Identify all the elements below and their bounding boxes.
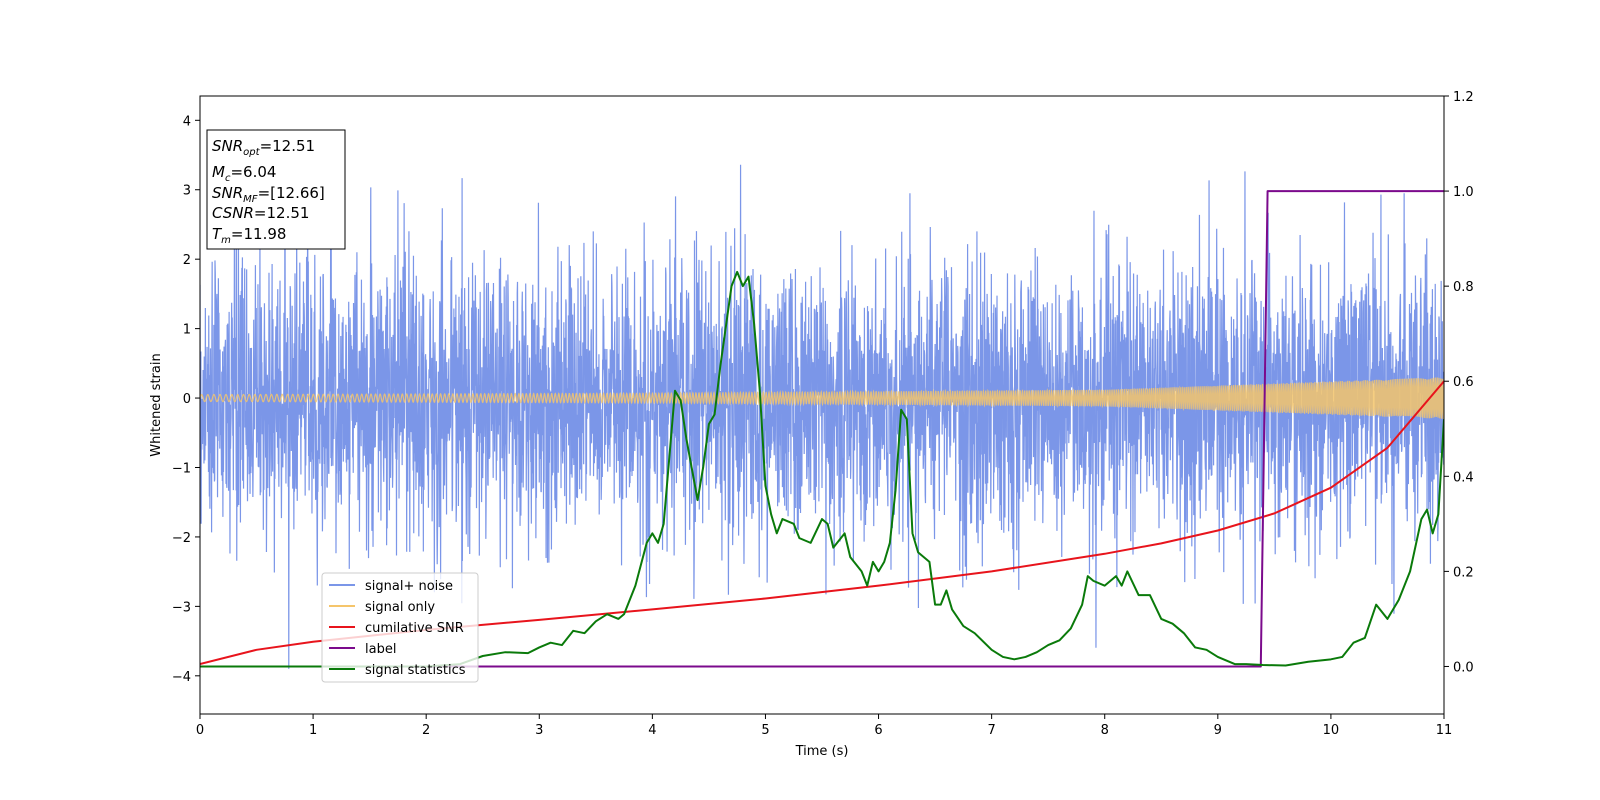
annotation-box: SNRopt=12.51 Mc=6.04 SNRMF=[12.66] CSNR=… (206, 129, 346, 250)
x-tick-label: 3 (535, 723, 543, 738)
y-axis-label: Whitened strain (149, 353, 164, 456)
annotation-snr-opt: SNRopt=12.51 (212, 137, 315, 158)
legend-label-signal-noise: signal+ noise (365, 579, 453, 594)
series-signal-noise (200, 151, 1444, 669)
series-label (200, 190, 1444, 668)
x-tick-label: 4 (648, 723, 656, 738)
x-tick-label: 10 (1323, 723, 1340, 738)
x-tick-label: 0 (196, 723, 204, 738)
x-tick-label: 11 (1436, 723, 1453, 738)
y-tick-label: −1 (172, 461, 191, 476)
y-tick-label: 4 (183, 114, 191, 129)
y-tick-label: −4 (172, 670, 191, 685)
y-tick-label: 1 (183, 323, 191, 338)
x-tick-label: 9 (1214, 723, 1222, 738)
x-tick-label: 5 (761, 723, 769, 738)
plot-frame (199, 95, 1445, 715)
y2-tick-label: 0.8 (1453, 280, 1474, 295)
annotation-csnr: CSNR=12.51 (212, 204, 309, 222)
y2-tick-label: 0.6 (1453, 375, 1474, 390)
y2-tick-label: 0.2 (1453, 565, 1474, 580)
y-tick-label: −2 (172, 531, 191, 546)
x-axis-label: Time (s) (795, 744, 849, 759)
annotation-mc: Mc=6.04 (212, 163, 276, 184)
annotation-tm: Tm=11.98 (212, 225, 286, 246)
y2-tick-label: 1.2 (1453, 90, 1474, 105)
x-tick-label: 7 (987, 723, 995, 738)
annotation-snr-mf: SNRMF=[12.66] (212, 184, 325, 205)
legend-label-signal-only: signal only (365, 600, 435, 615)
series-signal-statistics (200, 270, 1444, 668)
legend-label-label: label (365, 642, 396, 657)
y-tick-label: 2 (183, 253, 191, 268)
y2-tick-label: 0.0 (1453, 660, 1474, 675)
x-tick-label: 8 (1101, 723, 1109, 738)
series-signal-only (200, 377, 1444, 419)
legend-label-signal-statistics: signal statistics (365, 663, 466, 678)
y2-tick-label: 0.4 (1453, 470, 1474, 485)
x-tick-label: 2 (422, 723, 430, 738)
legend: signal+ noise signal only cumilative SNR… (321, 572, 479, 683)
y2-tick-label: 1.0 (1453, 185, 1474, 200)
y-tick-label: 3 (183, 184, 191, 199)
y-tick-label: −3 (172, 600, 191, 615)
x-tick-label: 6 (874, 723, 882, 738)
x-tick-label: 1 (309, 723, 317, 738)
legend-label-cumulative-snr: cumilative SNR (365, 621, 464, 636)
y-tick-label: 0 (183, 392, 191, 407)
